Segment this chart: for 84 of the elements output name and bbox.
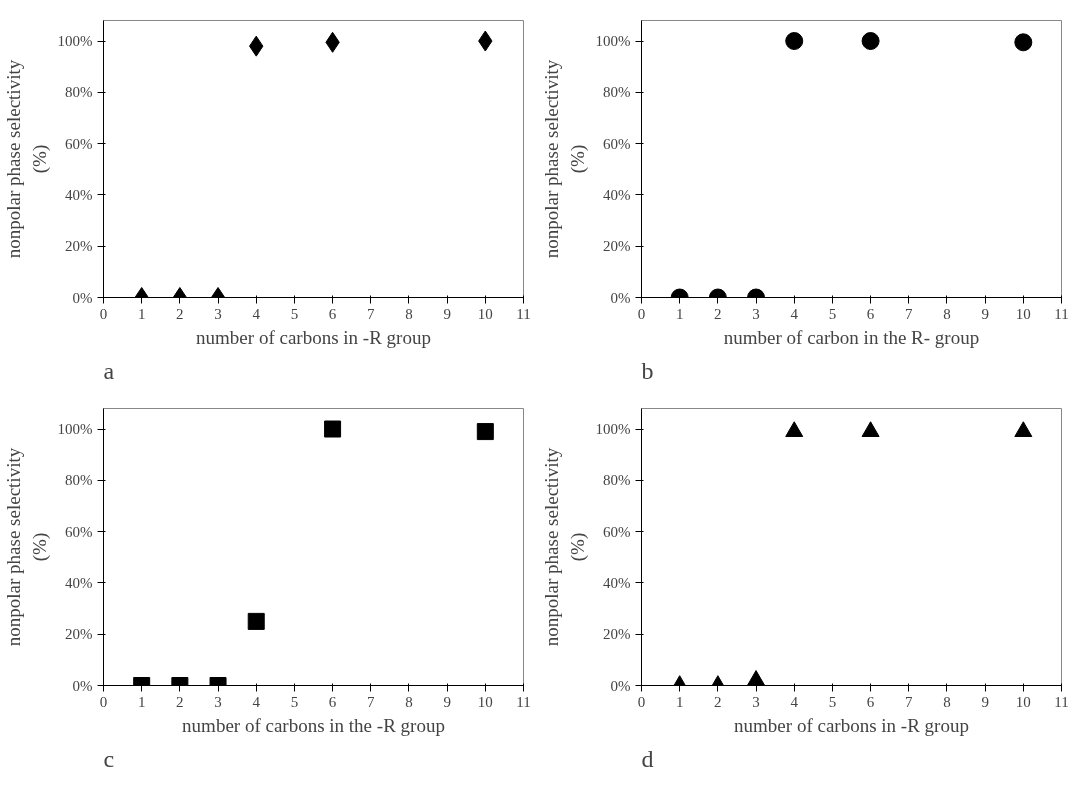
y-tick-label: 20% bbox=[65, 238, 93, 255]
x-tick-label: 8 bbox=[943, 693, 951, 710]
x-tick-label: 10 bbox=[477, 305, 493, 322]
y-tick-label: 40% bbox=[65, 574, 93, 591]
x-tick-label: 2 bbox=[176, 305, 184, 322]
x-tick-label: 8 bbox=[405, 693, 413, 710]
x-tick-label: 2 bbox=[176, 693, 184, 710]
x-axis-title: number of carbons in -R group bbox=[734, 714, 969, 736]
y-tick-label: 20% bbox=[65, 626, 93, 643]
x-tick-label: 7 bbox=[905, 693, 914, 710]
y-tick-label: 20% bbox=[603, 626, 631, 643]
y-tick-label: 100% bbox=[57, 421, 93, 438]
x-tick-label: 11 bbox=[516, 305, 531, 322]
x-tick-label: 5 bbox=[828, 693, 837, 710]
y-axis-title: nonpolar phase selectivity (%) bbox=[3, 447, 51, 647]
x-tick-label: 9 bbox=[443, 305, 451, 322]
x-tick-label: 9 bbox=[981, 693, 989, 710]
y-tick-label: 0% bbox=[72, 289, 93, 306]
x-tick-label: 1 bbox=[137, 693, 146, 710]
x-axis-title: number of carbons in the -R group bbox=[182, 714, 445, 736]
y-axis-title: nonpolar phase selectivity (%) bbox=[541, 447, 589, 647]
y-tick-label: 80% bbox=[603, 472, 631, 489]
x-tick-label: 11 bbox=[516, 693, 531, 710]
x-tick-label: 6 bbox=[328, 305, 337, 322]
y-tick-label: 0% bbox=[72, 677, 93, 694]
x-tick-label: 1 bbox=[675, 693, 684, 710]
x-tick-label: 5 bbox=[828, 305, 837, 322]
x-tick-label: 5 bbox=[290, 693, 299, 710]
y-tick-label: 100% bbox=[595, 33, 631, 50]
x-tick-label: 4 bbox=[252, 305, 261, 322]
x-axis-title: number of carbon in the R- group bbox=[723, 326, 980, 348]
y-tick-label: 60% bbox=[603, 135, 631, 152]
x-tick-label: 3 bbox=[214, 693, 222, 710]
x-tick-label: 3 bbox=[752, 305, 760, 322]
x-tick-label: 0 bbox=[99, 693, 108, 710]
y-tick-label: 0% bbox=[610, 289, 631, 306]
y-tick-label: 40% bbox=[65, 186, 93, 203]
text: c bbox=[103, 745, 115, 772]
x-tick-label: 10 bbox=[477, 693, 493, 710]
x-tick-label: 6 bbox=[866, 693, 875, 710]
y-tick-label: 20% bbox=[603, 238, 631, 255]
y-tick-label: 0% bbox=[610, 677, 631, 694]
x-axis-title: number of carbons in -R group bbox=[196, 326, 431, 348]
x-tick-label: 8 bbox=[405, 305, 413, 322]
x-tick-label: 4 bbox=[790, 693, 799, 710]
x-tick-label: 0 bbox=[637, 305, 646, 322]
text: a bbox=[103, 357, 115, 384]
x-tick-label: 7 bbox=[367, 693, 376, 710]
x-tick-label: 4 bbox=[790, 305, 799, 322]
y-axis-title: nonpolar phase selectivity (%) bbox=[541, 59, 589, 259]
y-tick-label: 40% bbox=[603, 186, 631, 203]
x-tick-label: 2 bbox=[714, 305, 722, 322]
x-tick-label: 10 bbox=[1015, 693, 1031, 710]
x-tick-label: 5 bbox=[290, 305, 299, 322]
y-tick-label: 60% bbox=[603, 523, 631, 540]
x-tick-label: 0 bbox=[99, 305, 108, 322]
x-tick-label: 1 bbox=[675, 305, 684, 322]
x-tick-label: 2 bbox=[714, 693, 722, 710]
x-tick-label: 3 bbox=[752, 693, 760, 710]
y-tick-label: 100% bbox=[57, 33, 93, 50]
x-tick-label: 4 bbox=[252, 693, 261, 710]
text: b bbox=[641, 357, 654, 384]
y-axis-title: nonpolar phase selectivity (%) bbox=[3, 59, 51, 259]
y-tick-label: 40% bbox=[603, 574, 631, 591]
y-tick-label: 80% bbox=[65, 472, 93, 489]
x-tick-label: 6 bbox=[866, 305, 875, 322]
x-tick-label: 0 bbox=[637, 693, 646, 710]
x-tick-label: 6 bbox=[328, 693, 337, 710]
x-tick-label: 9 bbox=[443, 693, 451, 710]
y-tick-label: 100% bbox=[595, 421, 631, 438]
y-tick-label: 80% bbox=[603, 84, 631, 101]
x-tick-label: 10 bbox=[1015, 305, 1031, 322]
text: d bbox=[641, 745, 654, 772]
y-tick-label: 80% bbox=[65, 84, 93, 101]
x-tick-label: 11 bbox=[1054, 693, 1069, 710]
x-tick-label: 9 bbox=[981, 305, 989, 322]
y-tick-label: 60% bbox=[65, 135, 93, 152]
x-tick-label: 7 bbox=[905, 305, 914, 322]
x-tick-label: 8 bbox=[943, 305, 951, 322]
x-tick-label: 7 bbox=[367, 305, 376, 322]
y-tick-label: 60% bbox=[65, 523, 93, 540]
x-tick-label: 11 bbox=[1054, 305, 1069, 322]
x-tick-label: 1 bbox=[137, 305, 146, 322]
x-tick-label: 3 bbox=[214, 305, 222, 322]
